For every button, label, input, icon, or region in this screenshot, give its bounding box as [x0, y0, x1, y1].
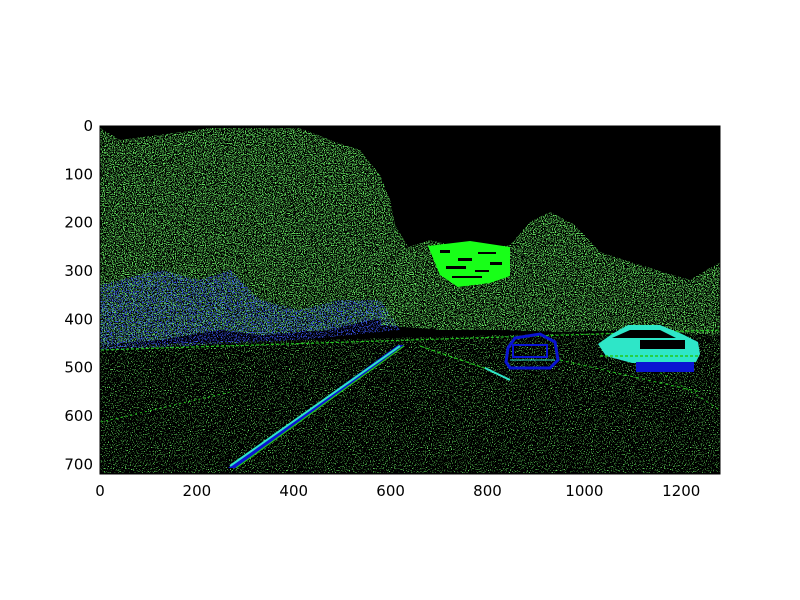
x-tick-label: 1000: [565, 482, 603, 500]
y-axis: 0 100 200 300 400 500 600 700: [64, 117, 104, 473]
left-lane-line: [228, 345, 405, 469]
y-tick-label: 200: [64, 214, 93, 232]
x-tick-label: 600: [376, 482, 405, 500]
x-tick-label: 1200: [662, 482, 700, 500]
road-sign-edges: [428, 241, 510, 287]
x-axis: 0 200 400 600 800 1000 1200: [95, 470, 700, 500]
y-tick-label: 400: [64, 310, 93, 328]
blue-car-edges: [504, 332, 560, 370]
y-tick-label: 100: [64, 165, 93, 183]
image-frame: [99, 125, 721, 475]
x-tick-label: 0: [95, 482, 105, 500]
y-tick-label: 500: [64, 359, 93, 377]
x-tick-label: 200: [183, 482, 212, 500]
image-area: [99, 125, 721, 475]
right-car-edges: [598, 325, 700, 372]
y-tick-label: 300: [64, 262, 93, 280]
y-tick-label: 700: [64, 455, 93, 473]
y-tick-label: 600: [64, 407, 93, 425]
x-tick-label: 800: [473, 482, 502, 500]
y-tick-label: 0: [83, 117, 93, 135]
x-tick-label: 400: [279, 482, 308, 500]
